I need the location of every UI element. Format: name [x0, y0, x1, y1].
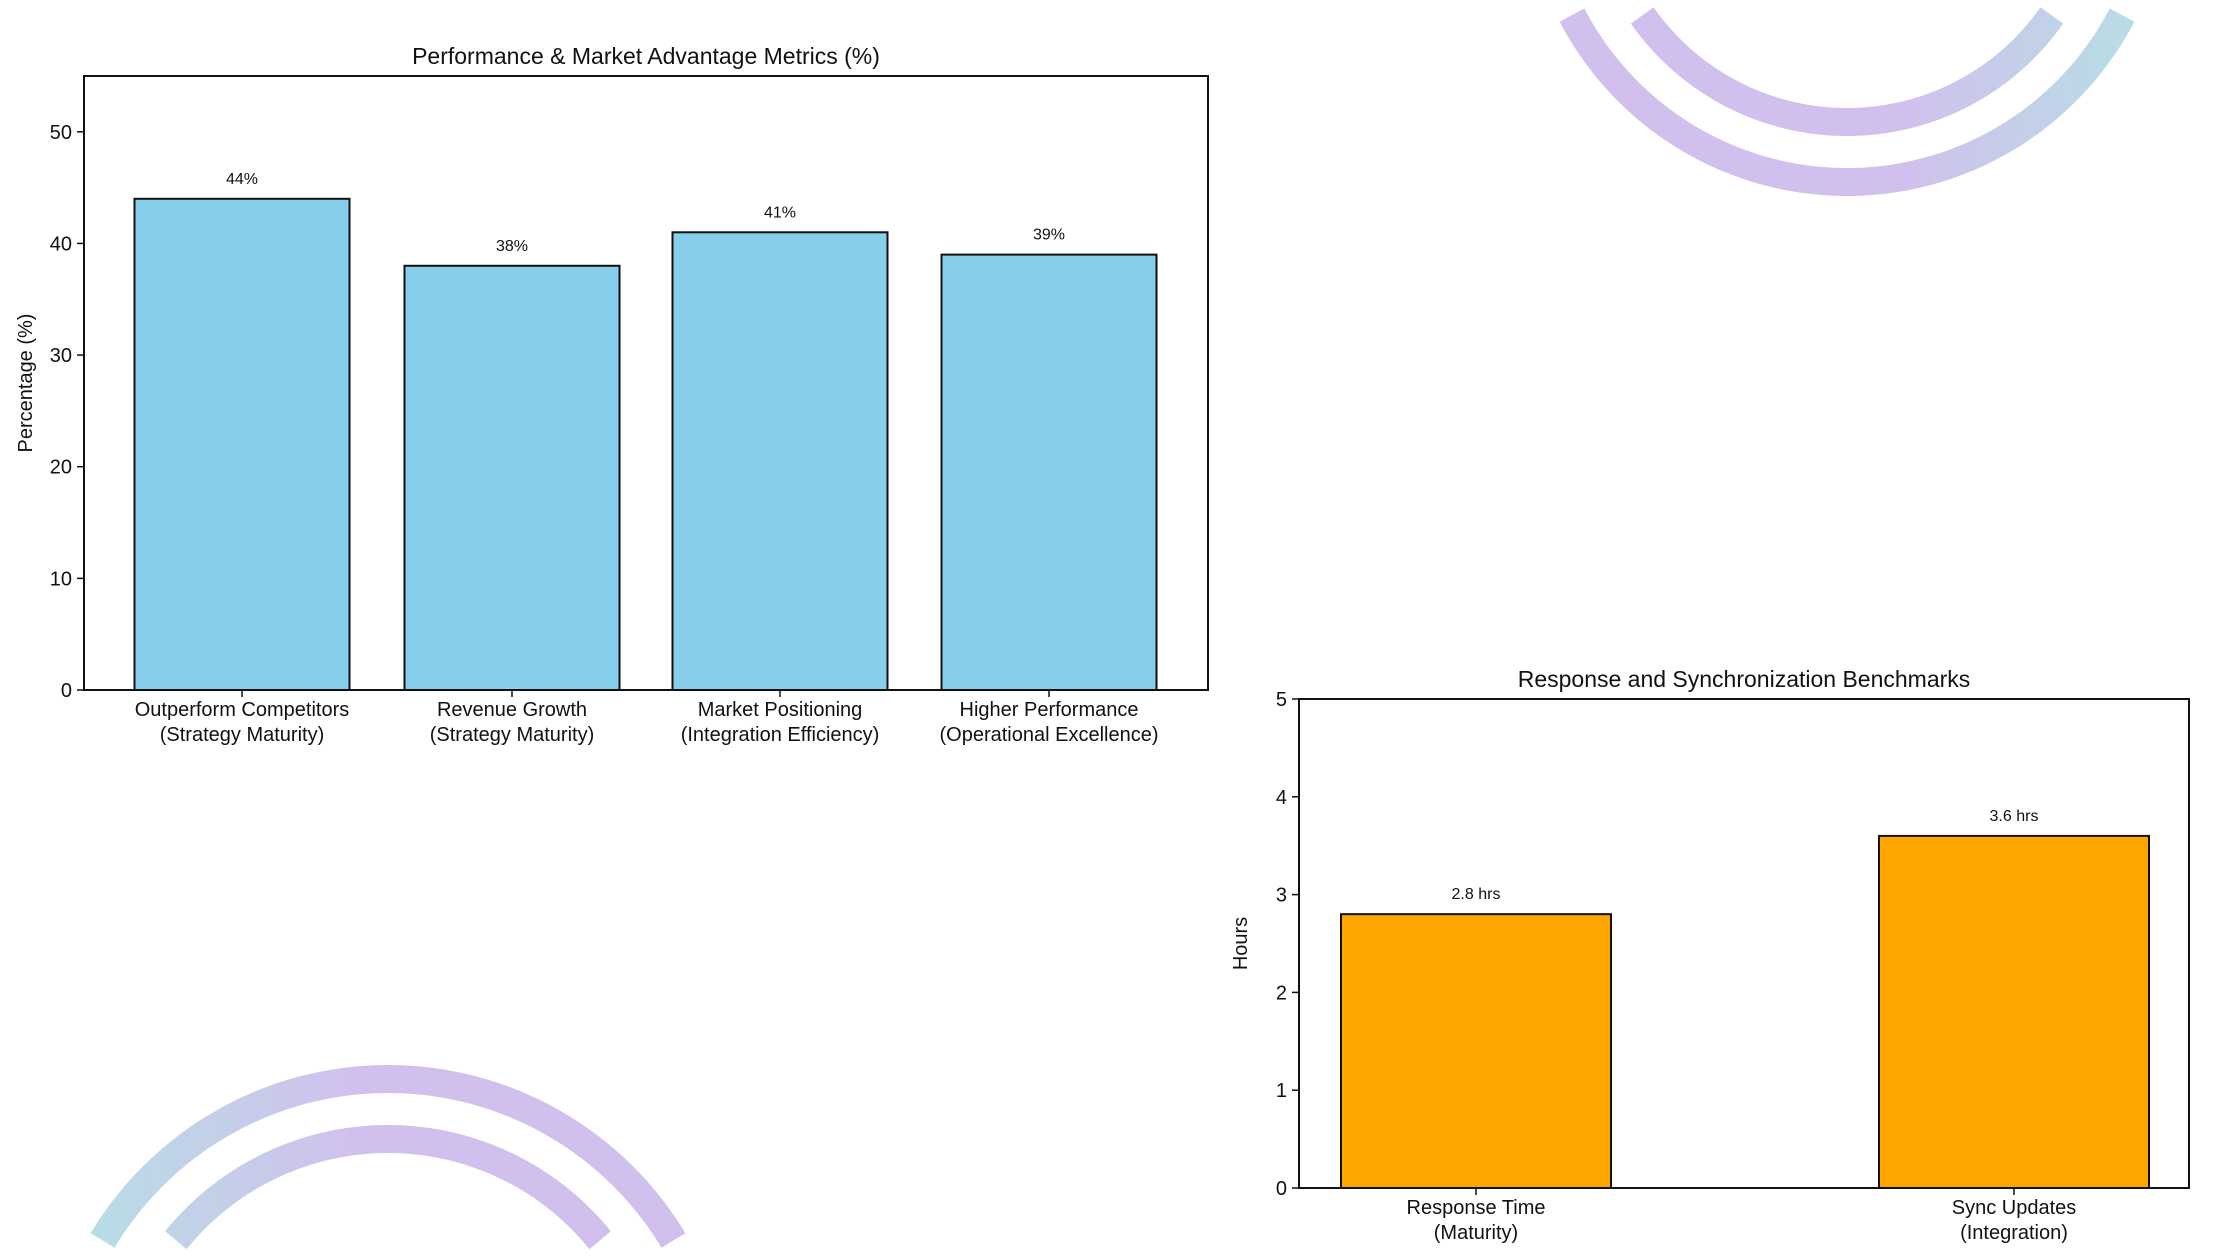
ring-arc	[1559, 8, 2135, 196]
data-label: 2.8 hrs	[1452, 886, 1501, 903]
ring-arc	[90, 1065, 686, 1248]
x-tick-label: Sync Updates	[1952, 1197, 2077, 1219]
x-tick-label: (Integration Efficiency)	[681, 724, 880, 746]
y-tick-label: 4	[1276, 787, 1287, 809]
y-axis-label: Percentage (%)	[15, 314, 37, 453]
x-tick-label: (Strategy Maturity)	[160, 724, 324, 746]
data-label: 38%	[496, 238, 528, 255]
plot-frame	[83, 75, 1209, 691]
data-label: 39%	[1033, 227, 1065, 244]
x-tick-label: (Maturity)	[1434, 1222, 1518, 1244]
ring-arc	[1630, 7, 2064, 136]
decorative-ring-bottom-left	[90, 1065, 686, 1250]
bar	[1878, 834, 2150, 1189]
bar	[940, 253, 1158, 691]
x-tick-label: Revenue Growth	[437, 699, 587, 721]
data-label: 44%	[226, 171, 258, 188]
x-tick-label: (Strategy Maturity)	[430, 724, 594, 746]
x-tick-label: Response Time	[1407, 1197, 1546, 1219]
y-tick-label: 3	[1276, 885, 1287, 907]
y-tick-label: 30	[50, 345, 72, 367]
y-tick-label: 20	[50, 457, 72, 479]
ring-arc	[165, 1125, 611, 1250]
x-tick-label: Higher Performance	[960, 699, 1139, 721]
y-tick-label: 2	[1276, 982, 1287, 1004]
bar	[1340, 913, 1612, 1189]
y-axis-label: Hours	[1230, 917, 1252, 970]
y-tick-label: 1	[1276, 1080, 1287, 1102]
x-tick-label: Outperform Competitors	[135, 699, 350, 721]
x-tick-label: Market Positioning	[698, 699, 863, 721]
y-tick-label: 0	[61, 680, 72, 702]
response-bar-chart: Response and Synchronization Benchmarks H…	[1230, 666, 2190, 1244]
x-tick-label: (Operational Excellence)	[940, 724, 1159, 746]
chart-title: Response and Synchronization Benchmarks	[1518, 666, 1971, 692]
data-label: 3.6 hrs	[1990, 808, 2039, 825]
x-tick-label: (Integration)	[1960, 1222, 2068, 1244]
chart-title: Performance & Market Advantage Metrics (…	[412, 43, 880, 69]
y-tick-label: 0	[1276, 1178, 1287, 1200]
bar	[133, 197, 351, 692]
plot-frame	[1298, 698, 2190, 1189]
bar	[671, 231, 889, 691]
y-tick-label: 10	[50, 568, 72, 590]
y-tick-label: 5	[1276, 689, 1287, 711]
decorative-ring-top-right	[1559, 7, 2135, 196]
data-label: 41%	[764, 204, 796, 221]
y-tick-label: 50	[50, 122, 72, 144]
performance-bar-chart: Performance & Market Advantage Metrics (…	[15, 43, 1209, 746]
bar	[403, 264, 621, 691]
y-tick-label: 40	[50, 233, 72, 255]
